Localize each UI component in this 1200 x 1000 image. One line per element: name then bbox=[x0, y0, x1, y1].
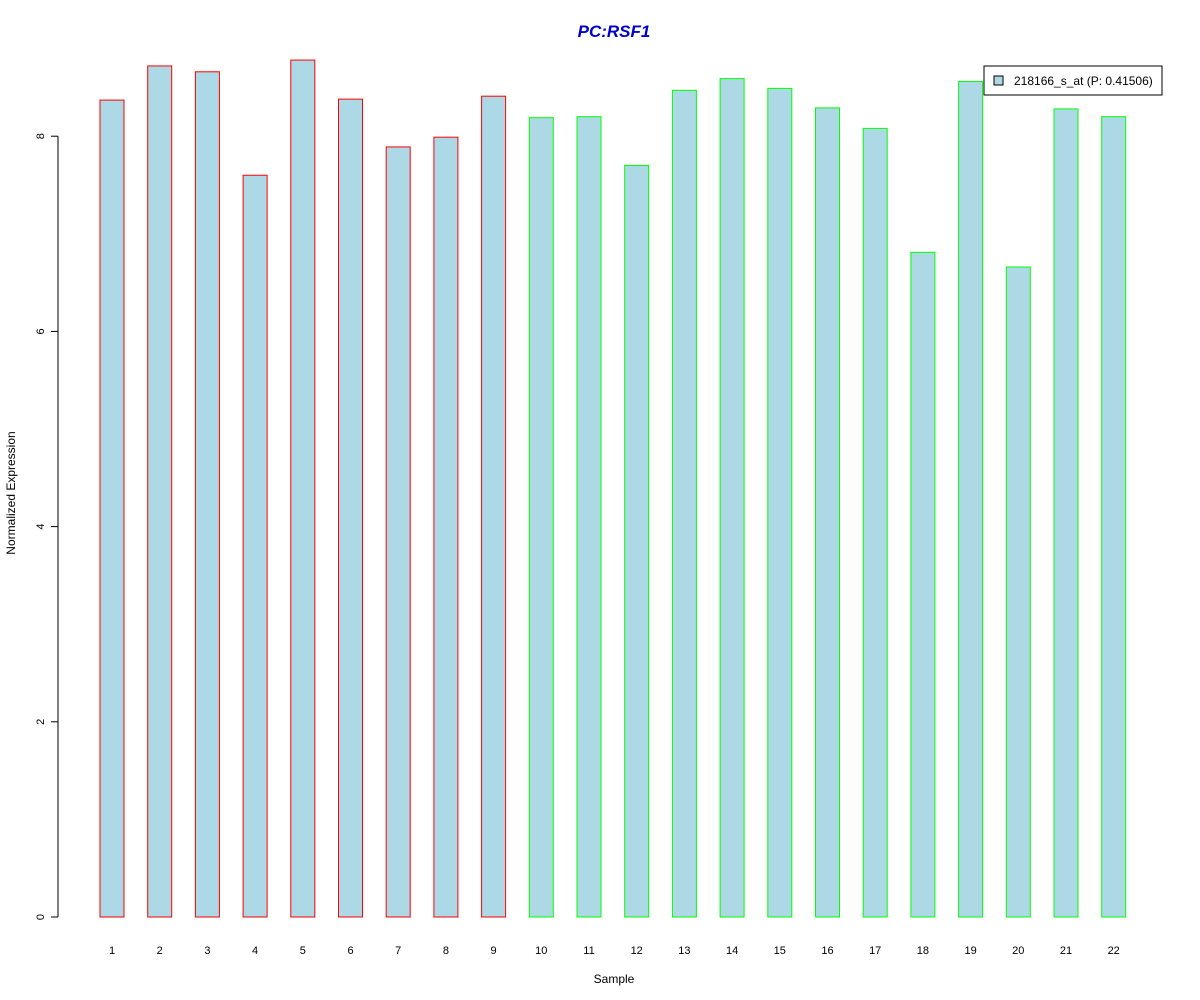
legend-swatch bbox=[993, 75, 1004, 86]
x-tick-label: 2 bbox=[157, 945, 163, 957]
bar-sample-15 bbox=[767, 87, 793, 918]
bars-group bbox=[99, 59, 1127, 918]
bar-sample-18 bbox=[910, 251, 936, 918]
legend-box bbox=[983, 65, 1163, 96]
x-tick-label: 14 bbox=[726, 945, 738, 957]
x-tick-label: 6 bbox=[347, 945, 353, 957]
y-tick-label: 8 bbox=[35, 133, 47, 139]
x-axis-label: Sample bbox=[594, 972, 635, 986]
bar-sample-16 bbox=[815, 107, 840, 918]
x-tick-labels: 1 2 3 4 5 6 7 8 9 10 11 12 13 14 15 16 17 18 19 20 21 22 bbox=[109, 945, 1120, 957]
x-tick-label: 17 bbox=[869, 945, 881, 957]
x-tick-label: 9 bbox=[491, 945, 497, 957]
legend: 218166_s_at (P: 0.41506) bbox=[983, 65, 1163, 96]
x-tick-label: 8 bbox=[443, 945, 449, 957]
bar-sample-13 bbox=[671, 89, 697, 918]
x-tick-label: 15 bbox=[774, 945, 786, 957]
y-tick-label: 4 bbox=[35, 524, 47, 530]
bar-sample-10 bbox=[528, 117, 554, 918]
x-tick-label: 7 bbox=[395, 945, 401, 957]
bar-sample-5 bbox=[290, 59, 316, 918]
bar-sample-14 bbox=[719, 78, 745, 918]
bar-sample-12 bbox=[624, 164, 650, 918]
bar-sample-6 bbox=[338, 98, 363, 918]
legend-label: 218166_s_at (P: 0.41506) bbox=[1014, 74, 1153, 88]
bar-sample-11 bbox=[576, 116, 602, 918]
x-tick-label: 18 bbox=[917, 945, 929, 957]
bar-sample-3 bbox=[194, 71, 220, 918]
chart-title: PC:RSF1 bbox=[578, 22, 651, 41]
bar-sample-17 bbox=[862, 127, 888, 918]
x-tick-label: 5 bbox=[300, 945, 306, 957]
bar-sample-19 bbox=[958, 81, 984, 918]
y-tick-label: 6 bbox=[35, 328, 47, 334]
bar-sample-4 bbox=[242, 174, 268, 918]
y-axis-label: Normalized Expression bbox=[4, 431, 18, 554]
x-tick-label: 3 bbox=[204, 945, 210, 957]
x-tick-label: 12 bbox=[631, 945, 643, 957]
x-tick-label: 19 bbox=[964, 945, 976, 957]
bar-sample-9 bbox=[481, 95, 507, 918]
y-axis: 0 2 4 6 8 bbox=[35, 133, 59, 920]
x-tick-label: 13 bbox=[678, 945, 690, 957]
bar-sample-7 bbox=[385, 146, 411, 918]
bar-sample-22 bbox=[1101, 116, 1127, 918]
bar-sample-8 bbox=[433, 136, 459, 918]
y-tick-label: 2 bbox=[35, 719, 47, 725]
x-tick-label: 11 bbox=[583, 945, 594, 957]
bar-sample-20 bbox=[1005, 266, 1031, 918]
bar-sample-2 bbox=[147, 65, 173, 918]
x-tick-label: 21 bbox=[1060, 945, 1072, 957]
bar-sample-21 bbox=[1053, 108, 1079, 918]
x-tick-label: 16 bbox=[821, 945, 833, 957]
y-tick-label: 0 bbox=[35, 914, 47, 920]
x-tick-label: 1 bbox=[109, 945, 115, 957]
x-tick-label: 4 bbox=[252, 945, 258, 957]
x-tick-label: 22 bbox=[1108, 945, 1120, 957]
x-tick-label: 10 bbox=[535, 945, 547, 957]
bar-sample-1 bbox=[99, 99, 125, 918]
x-tick-label: 20 bbox=[1012, 945, 1024, 957]
